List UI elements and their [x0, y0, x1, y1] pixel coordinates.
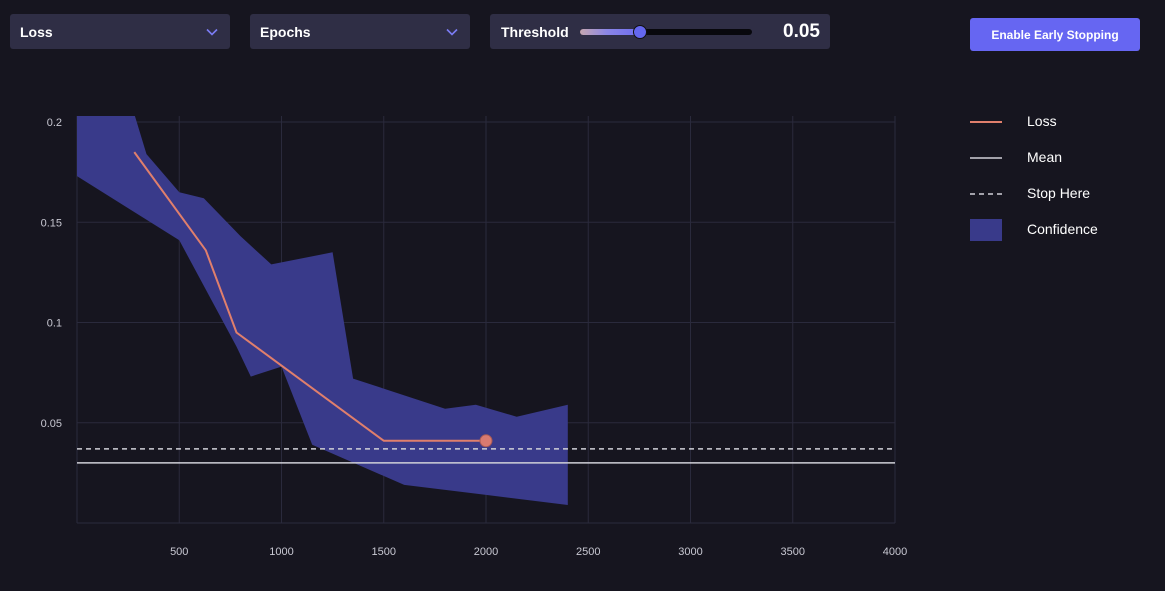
x-tick-label: 1500: [372, 546, 396, 558]
y-tick-label: 0.2: [47, 117, 62, 129]
loss-swatch: [970, 121, 1002, 123]
x-axis-ticks: 500 1000 1500 2000 2500 3000 3500 4000: [170, 546, 907, 558]
stop-swatch: [970, 193, 1002, 195]
chevron-down-icon: [206, 25, 220, 39]
loss-line: [133, 151, 486, 442]
loss-end-marker: [479, 434, 493, 448]
x-tick-label: 2000: [474, 546, 498, 558]
x-tick-label: 4000: [883, 546, 907, 558]
legend-label-confidence: Confidence: [1027, 221, 1098, 237]
legend-item-confidence: Confidence: [970, 218, 1160, 242]
legend-item-stop: Stop Here: [970, 182, 1160, 206]
reference-lines: [77, 448, 895, 464]
legend-label-stop: Stop Here: [1027, 185, 1091, 201]
x-tick-label: 3000: [678, 546, 702, 558]
xaxis-dropdown[interactable]: Epochs: [250, 14, 470, 49]
y-tick-label: 0.1: [47, 318, 62, 330]
threshold-slider-thumb[interactable]: [633, 25, 648, 39]
metric-dropdown[interactable]: Loss: [10, 14, 230, 49]
y-axis-ticks: 0.05 0.1 0.15 0.2: [41, 117, 62, 430]
metric-dropdown-value: Loss: [20, 23, 53, 40]
loss-chart: 500 1000 1500 2000 2500 3000 3500 4000 0.050.10…: [41, 116, 907, 558]
legend-item-loss: Loss: [970, 110, 1160, 134]
legend-label-mean: Mean: [1027, 149, 1063, 165]
confidence-band: [77, 116, 568, 505]
threshold-slider-fill: [580, 29, 641, 35]
legend-item-mean: Mean: [970, 146, 1160, 170]
x-tick-label: 1000: [269, 546, 293, 558]
y-tick-label: 0.15: [41, 217, 62, 229]
confidence-area: [77, 116, 568, 505]
x-tick-label: 3500: [781, 546, 805, 558]
legend-label-loss: Loss: [1027, 113, 1057, 129]
threshold-label: Threshold: [501, 24, 569, 40]
x-tick-label: 500: [170, 546, 188, 558]
confidence-swatch: [970, 219, 1002, 241]
threshold-slider[interactable]: [580, 25, 752, 39]
loss-series: [133, 151, 493, 448]
x-tick-label: 2500: [576, 546, 600, 558]
threshold-control: Threshold 0.05: [490, 14, 830, 49]
mean-swatch: [970, 157, 1002, 159]
y-tick-label: 0.05: [41, 418, 62, 430]
threshold-value: 0.05: [783, 21, 820, 42]
enable-early-stopping-button[interactable]: Enable Early Stopping: [970, 18, 1140, 51]
chevron-down-icon: [446, 25, 460, 39]
xaxis-dropdown-value: Epochs: [260, 23, 311, 40]
